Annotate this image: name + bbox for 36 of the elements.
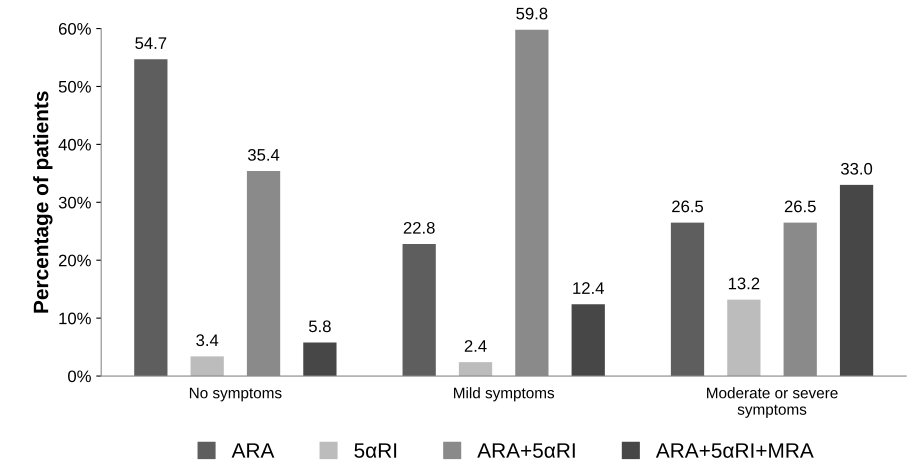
bar <box>670 222 704 376</box>
y-tick-label: 40% <box>58 138 91 151</box>
data-label: 33.0 <box>840 162 872 175</box>
data-label: 12.4 <box>573 282 604 294</box>
data-label: 54.7 <box>135 37 166 50</box>
bar <box>727 300 760 376</box>
data-label: 3.4 <box>196 334 218 346</box>
data-label: 13.2 <box>728 278 760 290</box>
y-axis-title: Percentage of patients <box>33 91 53 313</box>
legend-label: 5αRI <box>354 443 396 458</box>
data-label: 22.8 <box>404 222 435 234</box>
bar <box>572 304 605 376</box>
data-label: 26.5 <box>784 200 816 212</box>
legend-label: ARA+5αRI <box>477 443 575 458</box>
bar <box>458 362 492 376</box>
bar <box>190 356 224 376</box>
data-label: 2.4 <box>464 340 487 352</box>
y-tick-label: 20% <box>58 254 91 266</box>
data-label: 35.4 <box>248 148 280 161</box>
y-tick-label: 50% <box>58 80 91 93</box>
y-tick-label: 10% <box>59 312 91 324</box>
data-label: 5.8 <box>308 320 331 332</box>
x-tick-label: No symptoms <box>190 388 282 402</box>
y-tick-label: 0% <box>68 370 91 382</box>
legend-label: ARA+5αRI+MRA <box>656 443 814 458</box>
bar <box>840 184 874 376</box>
legend-label: ARA <box>232 443 274 458</box>
data-label: 59.8 <box>516 8 548 20</box>
bar <box>402 244 436 376</box>
x-tick-label: Mild symptoms <box>454 387 554 402</box>
bar <box>303 342 337 376</box>
data-label: 26.5 <box>672 200 704 212</box>
bar <box>134 59 168 376</box>
y-tick-label: 60% <box>58 22 91 35</box>
y-tick-label: 30% <box>58 196 91 209</box>
x-tick-label: Moderate or severe symptoms <box>707 387 838 418</box>
